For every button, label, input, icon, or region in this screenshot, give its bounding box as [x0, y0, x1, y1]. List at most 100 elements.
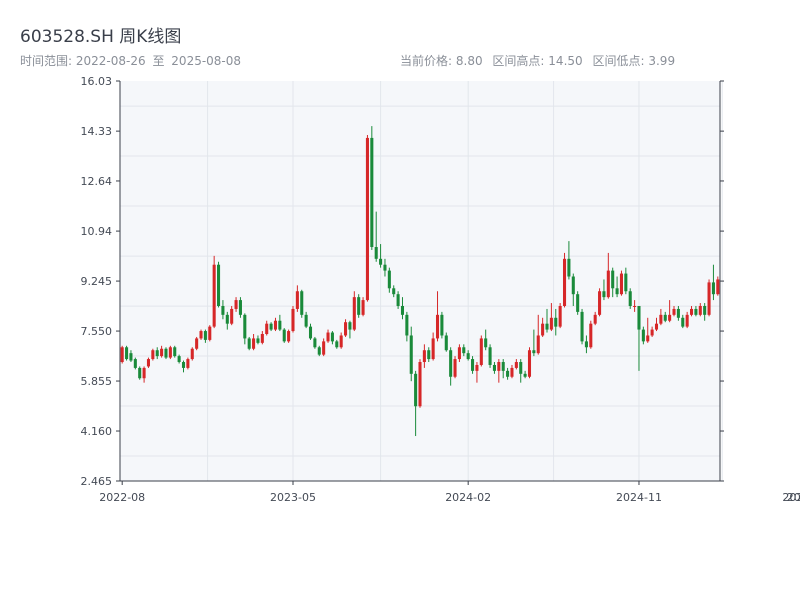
- candle-body: [313, 338, 317, 348]
- date-range-to: 至: [152, 54, 165, 68]
- candle-body: [173, 347, 177, 357]
- candle-body: [466, 353, 470, 360]
- range-low-label: 区间低点:: [592, 54, 645, 68]
- candle-body: [624, 273, 628, 292]
- range-high-label: 区间高点:: [492, 54, 545, 68]
- candle-body: [217, 264, 221, 306]
- y-tick-label: 2.465: [81, 475, 113, 488]
- candle-body: [348, 322, 352, 330]
- date-range-label: 时间范围:: [20, 54, 73, 68]
- candle-body: [400, 305, 405, 315]
- candle-body: [641, 329, 645, 342]
- candle-body: [598, 291, 602, 315]
- y-tick-label: 12.64: [81, 175, 113, 188]
- candle-body: [190, 348, 194, 360]
- candle-body: [523, 373, 527, 377]
- candle-body: [230, 308, 234, 324]
- candle-body: [506, 370, 510, 377]
- candle-body: [549, 317, 553, 330]
- candle-body: [584, 341, 588, 348]
- current-price-value: 8.80: [455, 54, 483, 68]
- x-tick-label: 2025-08: [787, 491, 800, 504]
- candle-body: [519, 362, 523, 374]
- candle-body: [379, 258, 383, 265]
- candle-body: [457, 347, 461, 360]
- candle-body: [562, 258, 567, 306]
- candle-body: [514, 362, 518, 368]
- candle-body: [387, 270, 391, 289]
- candle-body: [392, 288, 396, 295]
- candle-body: [138, 367, 142, 379]
- candle-body: [195, 338, 199, 349]
- candle-body: [672, 308, 676, 315]
- candle-body: [707, 282, 711, 315]
- candle-body: [619, 273, 623, 295]
- y-tick-label: 9.245: [81, 275, 113, 288]
- candle-body: [308, 326, 313, 339]
- candle-body: [646, 335, 650, 342]
- candle-body: [694, 308, 698, 315]
- candle-body: [414, 373, 418, 407]
- x-tick-label: 2024-11: [616, 491, 662, 504]
- candle-body: [440, 314, 444, 336]
- candle-body: [177, 356, 181, 363]
- candle-body: [265, 323, 269, 335]
- candle-body: [663, 314, 667, 321]
- candle-body: [435, 314, 440, 339]
- candle-body: [199, 331, 203, 339]
- candle-body: [698, 305, 702, 315]
- candle-body: [142, 367, 146, 379]
- candle-body: [151, 350, 155, 360]
- candle-body: [510, 367, 514, 377]
- candle-body: [681, 317, 685, 327]
- candle-body: [711, 282, 715, 295]
- candle-body: [125, 347, 129, 360]
- candle-body: [317, 347, 321, 355]
- candle-body: [716, 279, 720, 295]
- candle-body: [221, 305, 225, 315]
- candle-body: [300, 291, 304, 315]
- candle-body: [536, 335, 540, 354]
- candle-body: [269, 323, 273, 330]
- candle-body: [685, 314, 689, 327]
- y-tick-label: 5.855: [81, 375, 113, 388]
- candle-body: [676, 308, 680, 318]
- candle-body: [479, 338, 483, 365]
- candle-body: [690, 308, 694, 315]
- chart-title: 603528.SH 周K线图: [20, 27, 182, 47]
- range-low-value: 3.99: [648, 54, 676, 68]
- candle-body: [703, 305, 707, 315]
- candle-body: [168, 347, 172, 358]
- candle-body: [427, 350, 431, 360]
- candle-body: [282, 329, 286, 342]
- candle-body: [120, 347, 124, 363]
- candle-body: [668, 314, 672, 321]
- date-range-start: 2022-08-26: [75, 54, 146, 68]
- candle-body: [225, 314, 229, 324]
- candle-body: [278, 320, 282, 330]
- candle-body: [405, 314, 409, 336]
- candle-body: [462, 347, 466, 354]
- candle-body: [260, 334, 264, 343]
- x-tick-label: 2023-05: [270, 491, 316, 504]
- date-range: 时间范围: 2022-08-26 至 2025-08-08: [20, 52, 241, 69]
- candle-body: [554, 317, 558, 327]
- candle-body: [339, 335, 343, 348]
- candle-body: [287, 331, 291, 342]
- price-stats: 当前价格: 8.80 区间高点: 14.50 区间低点: 3.99: [400, 52, 675, 69]
- candle-body: [291, 308, 295, 332]
- x-tick-label: 2025-07: [782, 491, 800, 504]
- candle-body: [370, 137, 374, 248]
- candle-body: [654, 323, 659, 330]
- plot-area: [120, 81, 720, 481]
- candle-body: [396, 294, 400, 306]
- candle-body: [383, 264, 387, 271]
- candle-body: [304, 314, 308, 327]
- candle-body: [212, 264, 216, 327]
- candle-body: [527, 350, 532, 377]
- candle-body: [418, 362, 422, 407]
- candle-body: [628, 291, 632, 306]
- candle-body: [484, 338, 488, 348]
- range-high-value: 14.50: [548, 54, 583, 68]
